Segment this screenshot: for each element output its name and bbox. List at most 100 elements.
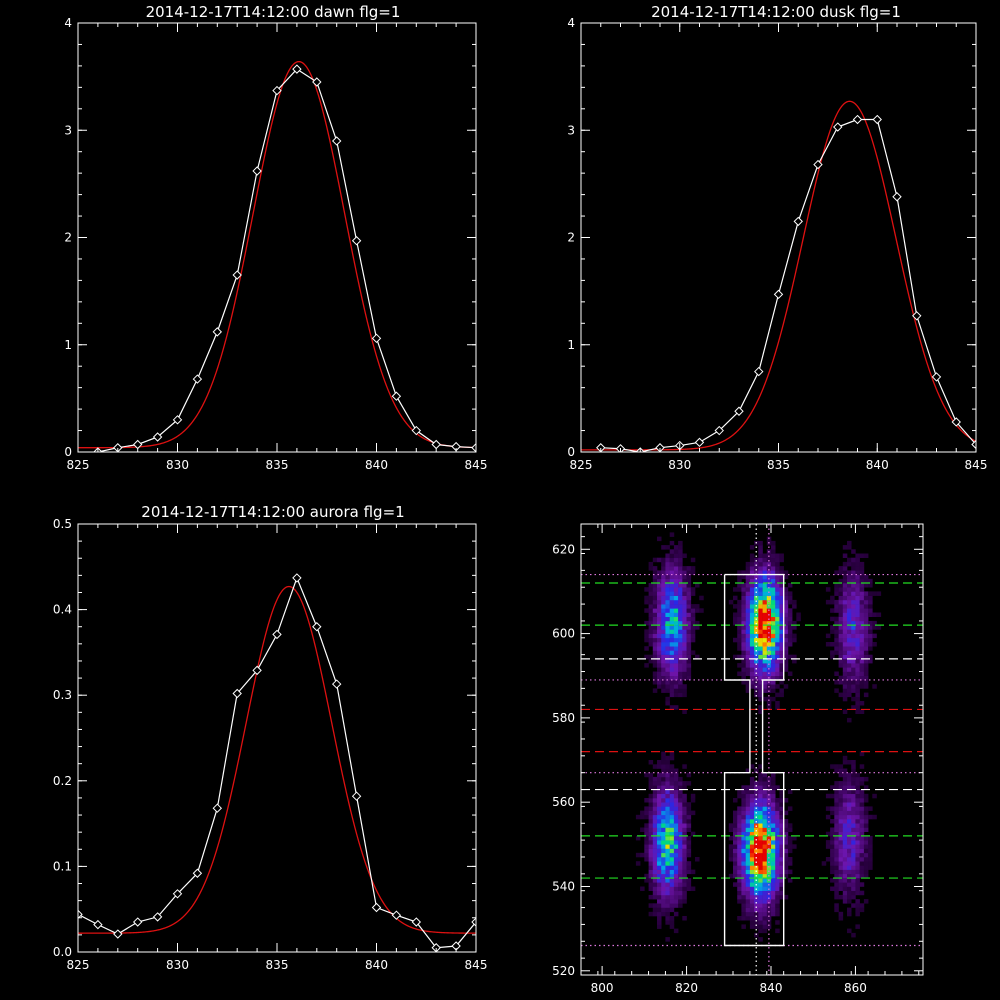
image-heat-cell <box>775 616 780 622</box>
image-heat-cell <box>863 823 869 828</box>
image-heat-cell <box>834 882 839 887</box>
image-heat-cell <box>669 865 675 870</box>
image-heat-cell <box>745 785 751 790</box>
image-heat-cell <box>830 827 835 833</box>
image-heat-cell <box>779 848 784 854</box>
image-heat-cell <box>787 612 793 618</box>
image-heat-cell <box>868 625 873 630</box>
image-heat-cell <box>678 806 683 811</box>
image-heat-cell <box>851 903 856 908</box>
image-heat-cell <box>855 642 860 647</box>
image-heat-cell <box>787 861 793 866</box>
panel-dusk: 2014-12-17T14:12:00 dusk flg=1 825 830 835… <box>567 3 987 472</box>
image-heat-cell <box>648 903 654 908</box>
image-heat-cell <box>673 903 679 908</box>
image-heat-cell <box>855 802 860 807</box>
image-heat-cell <box>745 667 751 672</box>
aurora-plot-area <box>78 573 476 952</box>
image-heat-cell <box>766 776 772 782</box>
image-heat-cell <box>657 680 662 685</box>
image-heat-cell <box>783 798 789 803</box>
image-heat-cell <box>783 827 789 833</box>
image-heat-cell <box>758 566 763 571</box>
image-heat-cell <box>859 865 865 870</box>
image-heat-cell <box>783 835 789 841</box>
image-heat-cell <box>838 658 844 664</box>
image-heat-cell <box>682 878 687 883</box>
image-heat-cell <box>648 642 654 647</box>
dawn-data-point <box>272 85 282 96</box>
image-heat-cell <box>758 625 763 630</box>
image-heat-cell <box>678 831 683 837</box>
image-heat-cell <box>678 844 683 849</box>
image-heat-cell <box>771 604 776 609</box>
dusk-data-point <box>912 311 922 321</box>
image-heat-cell <box>842 823 848 828</box>
dusk-x-tick-label: 840 <box>866 458 889 472</box>
image-heat-cell <box>851 823 856 828</box>
image-heat-cell <box>838 612 844 618</box>
image-heat-cell <box>868 578 873 584</box>
image-heat-cell <box>779 658 784 664</box>
image-heat-cell <box>669 633 675 639</box>
image-heat-cell <box>733 831 738 837</box>
image-heat-cell <box>669 625 675 630</box>
image-heat-cell <box>669 751 675 757</box>
image-heat-cell <box>762 835 768 841</box>
image-heat-cell <box>678 848 683 854</box>
image-heat-cell <box>758 785 763 790</box>
image-heat-cell <box>669 890 675 896</box>
image-heat-cell <box>766 890 772 896</box>
image-heat-cell <box>851 814 856 820</box>
image-heat-cell <box>657 591 662 596</box>
image-heat-cell <box>830 861 835 866</box>
image-heat-cell <box>825 599 831 605</box>
image-heat-cell <box>855 692 860 698</box>
image-heat-cell <box>648 810 654 816</box>
image-heat-cell <box>855 873 860 879</box>
dawn-data-point <box>192 374 203 384</box>
image-heat-cell <box>766 848 772 854</box>
image-heat-cell <box>673 688 679 693</box>
image-heat-cell <box>847 848 852 854</box>
image-heat-cell <box>661 899 666 904</box>
image-heat-cell <box>771 574 776 580</box>
image-heat-cell <box>787 629 793 634</box>
image-heat-cell <box>783 865 789 870</box>
image-heat-cell <box>779 831 784 837</box>
image-heat-cell <box>733 587 738 592</box>
image-heat-cell <box>838 595 844 601</box>
image-heat-cell <box>834 869 839 875</box>
image-heat-cell <box>771 878 776 883</box>
image-heat-cell <box>787 625 793 630</box>
image-heat-cell <box>847 654 852 660</box>
image-heat-cell <box>745 578 751 584</box>
image-heat-cell <box>661 663 666 668</box>
image-heat-cell <box>669 873 675 879</box>
image-heat-cell <box>766 920 772 925</box>
image-heat-cell <box>783 894 789 900</box>
image-heat-cell <box>847 852 852 858</box>
image-heat-cell <box>771 587 776 592</box>
image-heat-cell <box>766 625 772 630</box>
image-heat-cell <box>851 857 856 862</box>
image-heat-cell <box>847 882 852 887</box>
image-heat-cell <box>779 616 784 622</box>
image-heat-cell <box>665 785 670 790</box>
image-heat-cell <box>737 899 742 904</box>
image-heat-cell <box>745 620 751 626</box>
aurora-y-tick-label: 0.4 <box>53 603 72 617</box>
image-heat-cell <box>754 637 759 643</box>
image-heat-cell <box>847 840 852 845</box>
image-heat-cell <box>863 827 869 833</box>
image-heat-cell <box>673 705 679 710</box>
image-heat-cell <box>825 831 831 837</box>
image-heat-cell <box>669 705 675 710</box>
image-heat-cell <box>648 654 654 660</box>
image-heat-cell <box>855 835 860 841</box>
image-heat-cell <box>745 789 751 795</box>
image-heat-cell <box>682 886 687 892</box>
image-heat-cell <box>838 583 844 588</box>
image-heat-cell <box>859 701 865 706</box>
image-heat-cell <box>682 671 687 677</box>
